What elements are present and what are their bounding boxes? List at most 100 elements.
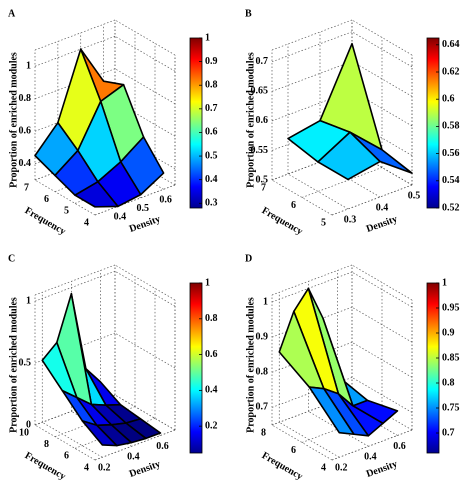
z-axis-label: Proportion of enriched modules bbox=[8, 297, 19, 433]
grid-line bbox=[94, 184, 176, 216]
z-tick-label: 0.6 bbox=[19, 126, 32, 137]
grid-line bbox=[351, 377, 413, 413]
colorbar-tick-label: 0.54 bbox=[442, 175, 460, 186]
y-axis-label: Frequency bbox=[23, 450, 68, 482]
colorbar-tick-label: 0.6 bbox=[205, 127, 218, 138]
y-axis-label: Frequency bbox=[260, 205, 305, 237]
y-tick-label: 4 bbox=[321, 462, 326, 473]
y-tick-label: 6 bbox=[291, 445, 296, 456]
grid-line bbox=[351, 149, 413, 186]
panel: 0.50.550.60.650.70.30.40.5567BProportion… bbox=[245, 8, 460, 237]
colorbar-tick-label: 0.75 bbox=[442, 402, 460, 413]
z-tick-label: 0.7 bbox=[256, 56, 269, 67]
panel: 0.4 0.6 0.8 1 0.4 0.5 0.6 4 5 6 7 A Proportion of en… bbox=[8, 8, 218, 237]
z-tick-label: 0.4 bbox=[19, 158, 32, 169]
x-tick-label: 0.5 bbox=[408, 190, 421, 201]
colorbar-tick-label: 1 bbox=[205, 277, 210, 288]
x-tick-label: 0.2 bbox=[335, 463, 348, 474]
grid-line bbox=[34, 270, 116, 302]
colorbar-tick-label: 0.5 bbox=[205, 150, 218, 161]
colorbar-tick-label: 0.7 bbox=[205, 103, 218, 114]
colorbar-tick-label: 0.4 bbox=[205, 174, 218, 185]
grid-line bbox=[114, 270, 176, 307]
grid-line bbox=[42, 421, 103, 458]
box-edge bbox=[271, 179, 333, 216]
z-tick-label: 0.5 bbox=[19, 357, 32, 368]
grid-line bbox=[271, 31, 353, 63]
colorbar-tick-label: 0.4 bbox=[205, 385, 218, 396]
box-edge bbox=[114, 264, 176, 301]
colorbar-tick-label: 0.8 bbox=[442, 377, 455, 388]
colorbar-tick-label: 0.6 bbox=[442, 93, 455, 104]
grid-line bbox=[351, 120, 413, 156]
grid-line bbox=[94, 429, 176, 461]
grid-line bbox=[34, 35, 116, 67]
colorbar-tick-label: 0.8 bbox=[205, 80, 218, 91]
colorbar bbox=[189, 282, 203, 454]
colorbar-tick-label: 0.52 bbox=[442, 202, 460, 213]
y-tick-label: 8 bbox=[44, 439, 49, 450]
colorbar-tick-label: 0.8 bbox=[205, 313, 218, 324]
grid-line bbox=[351, 306, 413, 343]
box-edge bbox=[271, 19, 353, 51]
grid-line bbox=[301, 167, 383, 198]
grid-line bbox=[351, 90, 413, 127]
y-tick-label: 4 bbox=[84, 462, 89, 473]
x-tick-label: 0.4 bbox=[127, 452, 140, 463]
grid-line bbox=[351, 31, 413, 68]
z-tick-label: 0 bbox=[26, 419, 31, 430]
grid-line bbox=[351, 61, 413, 97]
colorbar bbox=[426, 37, 440, 209]
z-axis-label: Proportion of enriched modules bbox=[245, 297, 256, 433]
grid-line bbox=[114, 133, 176, 170]
x-axis-label: Density bbox=[365, 214, 399, 235]
y-tick-label: 5 bbox=[321, 217, 326, 228]
colorbar-tick-label: 0.6 bbox=[205, 349, 218, 360]
colorbar-tick-label: 0.95 bbox=[442, 302, 460, 313]
surface-face bbox=[81, 420, 118, 447]
z-tick-label: 0.8 bbox=[256, 367, 269, 378]
box-edge bbox=[114, 149, 176, 186]
grid-line bbox=[351, 341, 413, 378]
grid-line bbox=[114, 100, 176, 137]
y-axis-label: Frequency bbox=[260, 450, 305, 482]
panel-label: C bbox=[8, 253, 15, 264]
y-tick-label: 7 bbox=[261, 182, 266, 193]
x-axis-label: Density bbox=[128, 214, 162, 235]
x-tick-label: 0.3 bbox=[344, 214, 357, 225]
z-tick-label: 0.65 bbox=[251, 86, 269, 97]
z-tick-label: 0.9 bbox=[256, 331, 269, 342]
grid-line bbox=[308, 411, 369, 447]
y-tick-label: 10 bbox=[19, 427, 29, 438]
panel-label: A bbox=[8, 8, 16, 19]
box-edge bbox=[34, 424, 96, 461]
grid-line bbox=[114, 68, 176, 105]
grid-line bbox=[337, 400, 398, 436]
colorbar-tick-label: 0.3 bbox=[205, 198, 218, 209]
y-tick-label: 6 bbox=[44, 194, 49, 205]
grid-line bbox=[279, 421, 340, 458]
y-tick-label: 6 bbox=[291, 200, 296, 211]
z-tick-label: 0.5 bbox=[256, 174, 269, 185]
y-tick-label: 7 bbox=[24, 182, 29, 193]
colorbar bbox=[189, 37, 203, 209]
box-edge bbox=[351, 264, 413, 301]
colorbar bbox=[426, 282, 440, 454]
grid-line bbox=[319, 161, 381, 198]
z-tick-label: 1 bbox=[26, 61, 31, 72]
surface-face bbox=[308, 386, 355, 436]
colorbar-tick-label: 0.62 bbox=[442, 66, 460, 77]
y-tick-label: 6 bbox=[64, 451, 69, 462]
x-tick-label: 0.6 bbox=[393, 441, 406, 452]
panel-label: D bbox=[245, 253, 252, 264]
x-tick-label: 0.5 bbox=[136, 203, 149, 214]
grid-line bbox=[271, 271, 353, 303]
x-tick-label: 0.4 bbox=[376, 202, 389, 213]
x-tick-label: 0.6 bbox=[159, 195, 172, 206]
colorbar-tick-label: 0.85 bbox=[442, 352, 460, 363]
z-tick-label: 0.8 bbox=[19, 93, 32, 104]
colorbar-tick-label: 0.64 bbox=[442, 39, 460, 50]
box-edge bbox=[34, 179, 96, 216]
grid-line bbox=[331, 429, 413, 461]
